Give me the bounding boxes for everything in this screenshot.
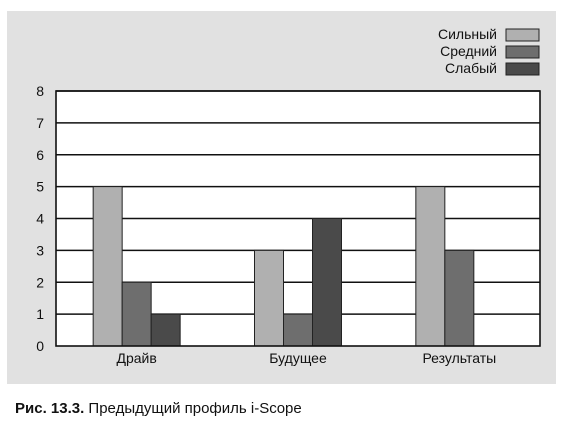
bar	[444, 249, 475, 347]
x-tick-label: Результаты	[422, 350, 496, 366]
plot-frame	[55, 90, 541, 347]
figure-caption: Рис. 13.3. Предыдущий профиль i-Scope	[15, 400, 302, 417]
bar	[150, 313, 181, 347]
y-tick-label: 6	[36, 147, 44, 163]
legend-swatch	[505, 28, 540, 42]
bar	[121, 281, 152, 347]
legend-label: Слабый	[445, 60, 497, 76]
y-tick-label: 2	[36, 274, 44, 290]
bar	[312, 218, 342, 347]
bar	[415, 186, 446, 347]
x-tick-label: Будущее	[269, 350, 327, 366]
x-tick-label: Драйв	[117, 350, 157, 366]
legend-label: Сильный	[438, 26, 497, 42]
caption-label: Рис. 13.3.	[15, 400, 85, 417]
legend-swatch	[505, 62, 540, 76]
caption-text: Предыдущий профиль i-Scope	[84, 400, 302, 417]
y-tick-label: 1	[36, 306, 44, 322]
legend-label: Средний	[440, 43, 497, 59]
y-tick-label: 5	[36, 179, 44, 195]
y-tick-label: 0	[36, 338, 44, 354]
y-tick-label: 7	[36, 115, 44, 131]
bar	[254, 249, 284, 347]
bar	[92, 186, 123, 347]
y-tick-label: 8	[36, 83, 44, 99]
legend-swatch	[505, 45, 540, 59]
bar	[283, 313, 313, 347]
y-tick-label: 4	[36, 211, 44, 227]
y-tick-label: 3	[36, 242, 44, 258]
